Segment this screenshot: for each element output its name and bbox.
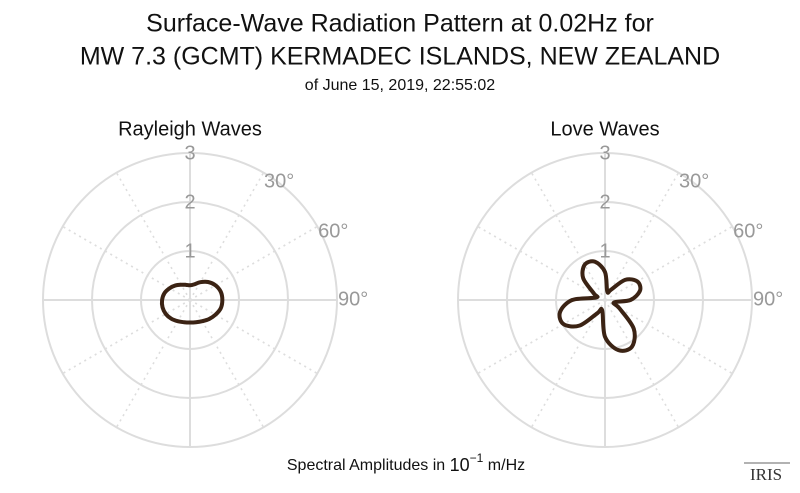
theta-grid-line: [189, 225, 318, 301]
theta-grid-line: [604, 225, 733, 301]
polar-title: Love Waves: [550, 118, 659, 140]
theta-tick-label: 30°: [264, 171, 294, 193]
r-tick-label: 3: [184, 142, 195, 164]
logo: IRIS: [750, 465, 782, 484]
note-text: Spectral Amplitudes in: [287, 457, 450, 474]
note-exponent: −1: [470, 451, 484, 465]
r-grid-ring: [140, 250, 240, 350]
theta-grid-line: [477, 225, 606, 301]
theta-grid-line: [115, 172, 191, 301]
theta-grid-line: [115, 299, 191, 428]
subtitle: of June 15, 2019, 22:55:02: [305, 77, 495, 94]
title-line: Surface-Wave Radiation Pattern at 0.02Hz…: [146, 10, 654, 38]
r-grid-ring: [506, 201, 704, 399]
theta-tick-label: 30°: [679, 171, 709, 193]
theta-tick-label: 90°: [753, 288, 783, 310]
r-tick-label: 3: [599, 142, 610, 164]
r-tick-label: 2: [599, 191, 610, 213]
r-tick-label: 1: [184, 240, 195, 262]
theta-tick-label: 90°: [338, 288, 368, 310]
theta-grid-line: [530, 299, 606, 428]
theta-tick-label: 60°: [318, 220, 348, 242]
r-tick-label: 1: [599, 240, 610, 262]
theta-grid-line: [530, 172, 606, 301]
title-line: MW 7.3 (GCMT) KERMADEC ISLANDS, NEW ZEAL…: [80, 43, 720, 71]
r-grid-ring: [42, 152, 338, 448]
theta-tick-label: 60°: [733, 220, 763, 242]
r-grid-ring: [91, 201, 289, 399]
theta-grid-line: [62, 299, 191, 375]
r-tick-label: 2: [184, 191, 195, 213]
note-unit: m/Hz: [483, 457, 525, 474]
theta-grid-line: [189, 299, 265, 428]
theta-grid-line: [189, 172, 265, 301]
r-grid-ring: [555, 250, 655, 350]
polar-title: Rayleigh Waves: [118, 118, 262, 140]
theta-grid-line: [604, 299, 680, 428]
r-grid-ring: [457, 152, 753, 448]
radiation-pattern: [557, 259, 643, 353]
theta-grid-line: [477, 299, 606, 375]
radiation-pattern: [159, 279, 225, 325]
theta-grid-line: [189, 299, 318, 375]
theta-grid-line: [604, 299, 733, 375]
theta-grid-line: [604, 172, 680, 301]
amplitude-note: Spectral Amplitudes in 10−1 m/Hz: [287, 451, 525, 475]
note-base: 10: [450, 455, 470, 475]
